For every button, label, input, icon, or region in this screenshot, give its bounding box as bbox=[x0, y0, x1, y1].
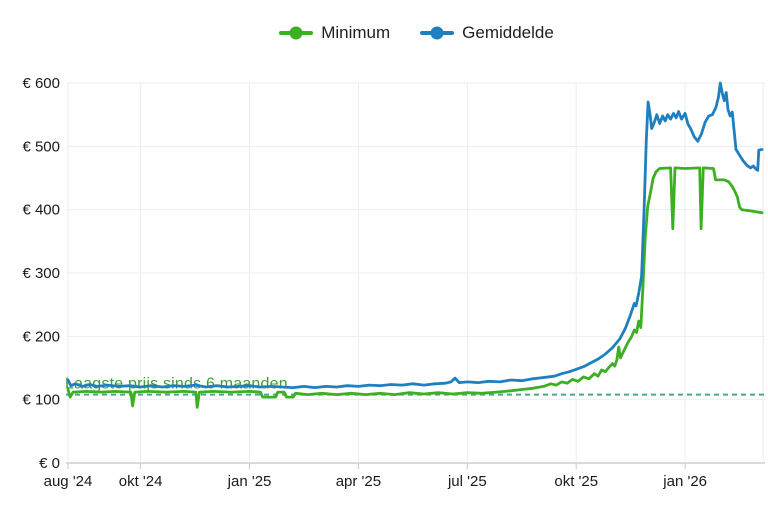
y-axis-label: € 200 bbox=[22, 328, 60, 345]
y-axis-label: € 0 bbox=[39, 455, 60, 472]
minimum-series-marker-icon bbox=[279, 26, 314, 40]
chart-legend: Minimum Gemiddelde bbox=[68, 20, 765, 46]
legend-item-minimum[interactable]: Minimum bbox=[279, 23, 390, 43]
minimum-series-line[interactable] bbox=[66, 166, 764, 409]
y-axis-label: € 400 bbox=[22, 202, 60, 219]
x-axis-label: apr '25 bbox=[336, 473, 381, 490]
x-axis-label: aug '24 bbox=[44, 473, 93, 490]
y-axis-label: € 500 bbox=[22, 138, 60, 155]
y-axis-label: € 100 bbox=[22, 392, 60, 409]
legend-label-minimum: Minimum bbox=[321, 23, 391, 42]
legend-label-gemiddelde: Gemiddelde bbox=[462, 23, 554, 42]
y-axis-label: € 600 bbox=[22, 75, 60, 92]
gemiddelde-series-line[interactable] bbox=[66, 81, 764, 390]
x-axis-label: jan '26 bbox=[662, 473, 707, 490]
x-axis-label: okt '25 bbox=[554, 473, 598, 490]
x-axis-label: jan '25 bbox=[227, 473, 272, 490]
y-axis-label: € 300 bbox=[22, 265, 60, 282]
x-axis-label: jul '25 bbox=[447, 473, 487, 490]
x-axis-label: okt '24 bbox=[119, 473, 163, 490]
legend-item-gemiddelde[interactable]: Gemiddelde bbox=[420, 23, 554, 43]
lowest-price-annotation: Laagste prijs sinds 6 maanden bbox=[65, 376, 288, 393]
gemiddelde-series-marker-icon bbox=[420, 26, 455, 40]
